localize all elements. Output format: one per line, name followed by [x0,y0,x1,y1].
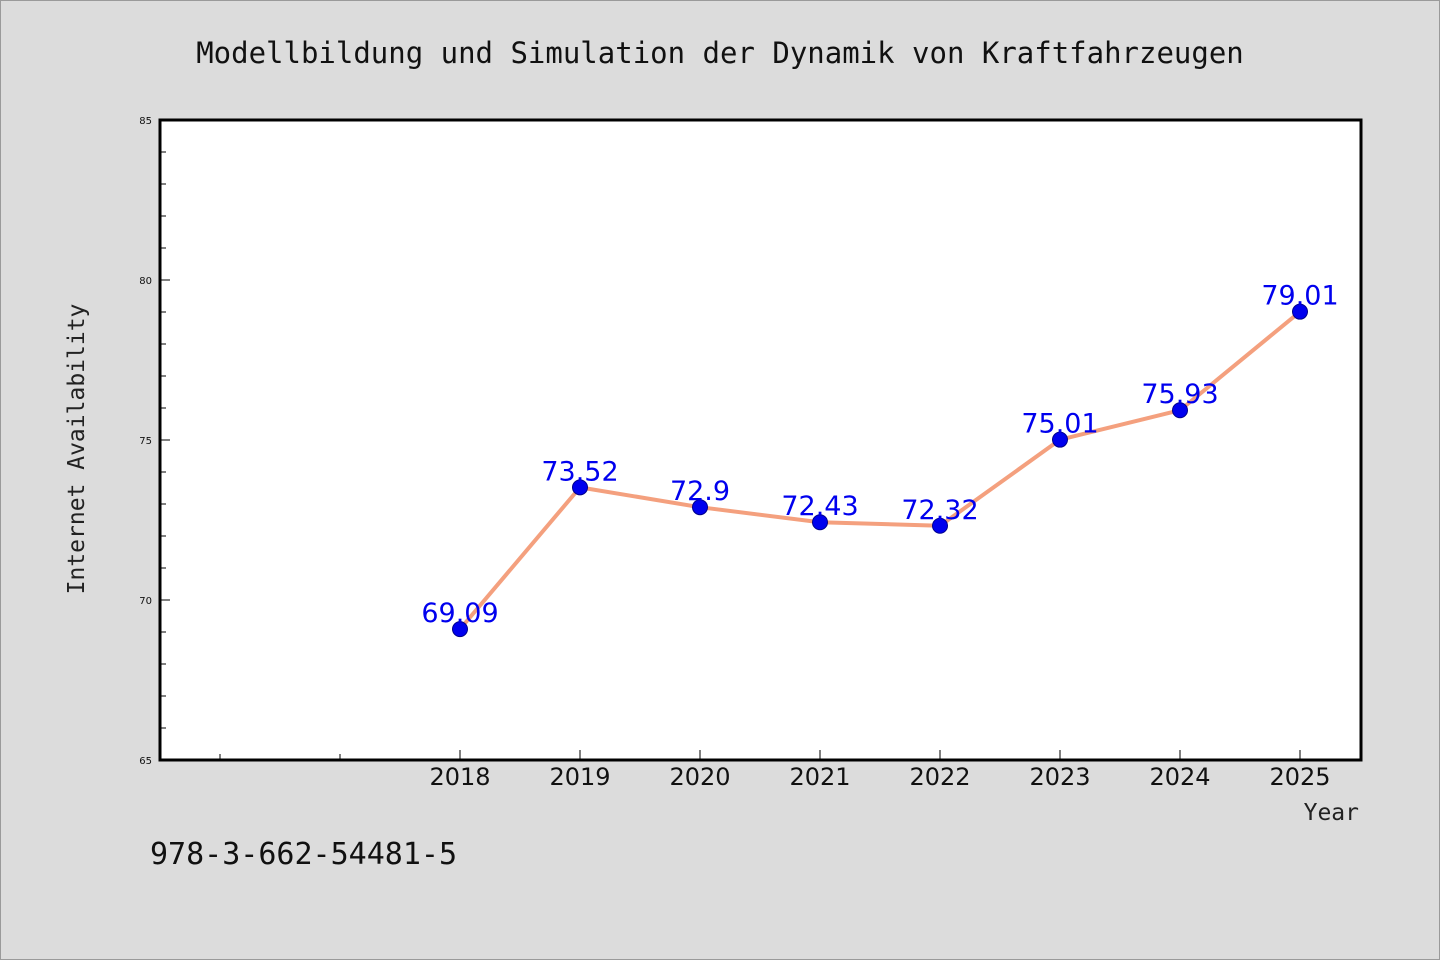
data-point [932,517,948,534]
data-labels: 69.09 73.52 72.9 72.43 72.32 75.01 75.93 79.01 [421,281,1338,629]
data-point [572,479,588,496]
series-line [458,309,1302,632]
x-tick-label: 2018 [429,763,490,791]
data-label: 75.93 [1141,379,1218,410]
x-axis-label: Year [1304,800,1359,826]
data-point [812,514,828,531]
x-tick-label: 2021 [789,763,850,791]
data-markers [452,303,1308,638]
chart-title: Modellbildung und Simulation der Dynamik… [196,36,1244,70]
data-point [1292,303,1308,320]
x-tick-label: 2019 [549,763,610,791]
x-tick-label: 2024 [1149,763,1210,791]
x-tick-label: 2023 [1029,763,1090,791]
plot-border [158,118,1363,762]
y-tick-label: 85 [139,116,152,127]
data-label: 69.09 [421,598,498,629]
data-point [1052,431,1068,448]
plot-area [160,120,1361,760]
data-point [452,621,468,638]
y-tick-label: 80 [139,276,152,287]
x-tick-label: 2025 [1269,763,1330,791]
data-point [692,499,708,516]
data-label: 75.01 [1021,409,1098,440]
data-label: 72.32 [901,495,978,526]
data-label: 72.43 [781,491,858,522]
x-tick-label: 2022 [909,763,970,791]
y-tick-label: 70 [139,596,152,607]
data-label: 79.01 [1261,281,1338,312]
isbn-label: 978-3-662-54481-5 [150,837,457,872]
y-tick-label: 75 [139,436,152,447]
x-tick-label: 2020 [669,763,730,791]
data-point [1172,402,1188,419]
data-label: 73.52 [541,456,618,487]
x-axis-ticks: 2018 2019 2020 2021 2022 2023 2024 2025 [219,750,1331,791]
data-label: 72.9 [670,476,730,507]
y-axis-label: Internet Availability [64,304,90,595]
y-tick-label: 65 [139,756,152,767]
